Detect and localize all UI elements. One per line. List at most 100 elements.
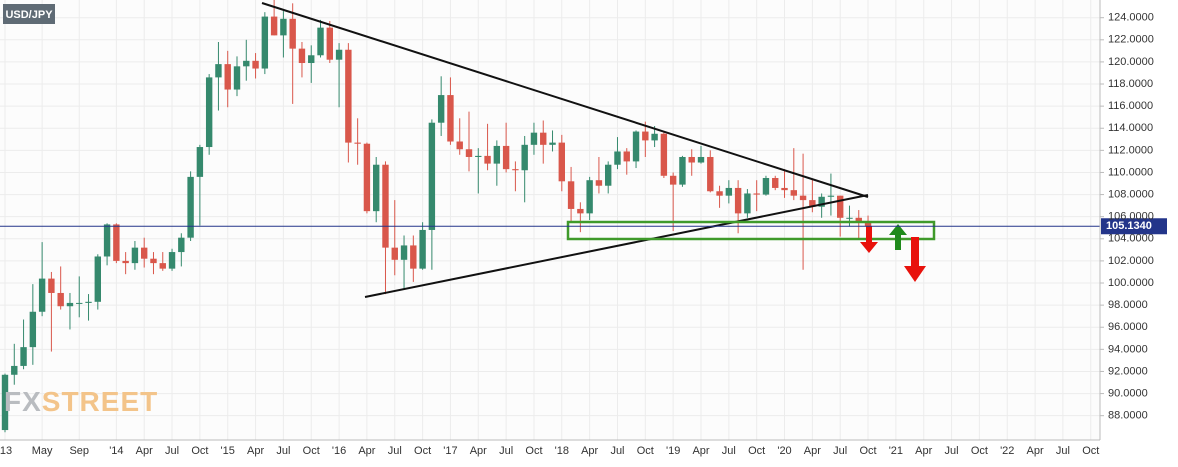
title-box [3,4,55,24]
x-tick-label: '20 [777,445,791,457]
chart-title: USD/JPY [5,9,53,21]
x-tick-label: Jul [499,445,513,457]
candle-body [707,156,714,192]
x-tick-label: Apr [1027,445,1044,457]
y-tick-label: 124.0000 [1108,12,1154,24]
candle-body [233,66,241,90]
candle-body [447,95,454,142]
candle-body [122,260,129,264]
candle-body [243,60,250,67]
candle-body [308,55,315,64]
candle-body [632,131,640,162]
x-tick-label: Apr [136,445,153,457]
x-tick-label: Oct [748,445,765,457]
candle-body [94,256,101,302]
watermark: FXSTREET [4,386,158,417]
candle-body [335,49,343,60]
candle-body [521,144,528,171]
x-tick-label: '15 [221,445,235,457]
candle-body [224,64,231,90]
candle-body [744,193,751,214]
y-tick-label: 108.0000 [1108,188,1154,200]
y-tick-label: 118.0000 [1108,78,1153,90]
candle-body [725,187,733,196]
candle-body [168,252,176,269]
candle-body [66,302,74,307]
candle-body [864,222,872,227]
candles [1,0,872,433]
y-tick-label: 100.0000 [1108,277,1154,289]
candle-body [753,193,760,195]
candle-body [391,247,398,260]
candle-body [799,195,807,201]
candle-body [567,181,575,209]
candle-body [363,143,371,212]
candle-body [141,247,148,259]
down-arrow [904,237,926,282]
candle-body [697,156,705,163]
price-layer: 105.1340 [0,218,1167,235]
candle-body [103,224,111,257]
x-tick-label: Jul [388,445,402,457]
x-tick-label: Apr [692,445,709,457]
x-tick-label: '21 [889,445,903,457]
x-tick-label: '22 [1000,445,1014,457]
candle-body [669,175,677,185]
candle-body [76,302,83,304]
candle-body [540,132,547,145]
candle-body [150,258,157,264]
candle-body [280,18,287,36]
candle-body [131,247,139,264]
grid-layer [0,0,1100,440]
y-tick-label: 114.0000 [1108,122,1153,134]
candle-body [159,263,166,269]
x-tick-label: Jul [276,445,290,457]
trend-line [261,2,869,198]
watermark-part: STREET [42,386,158,417]
x-tick-label: Jul [1056,445,1070,457]
candle-body [400,245,408,260]
support-zone [566,220,936,241]
candle-body [187,176,194,238]
candle-body [456,141,463,150]
candle-body [688,156,695,163]
candle-body [382,164,389,248]
candle-body [326,27,333,60]
candle-body [595,180,603,186]
candle-body [484,155,491,164]
candle-body [558,142,565,182]
x-tick-label: Apr [804,445,821,457]
candle-body [410,245,417,269]
y-tick-label: 92.0000 [1108,365,1148,377]
candle-body [837,195,844,218]
y-tick-label: 120.0000 [1108,56,1154,68]
candle-body [762,177,770,195]
candle-body [790,190,797,196]
trend-line [364,194,869,298]
candle-body [48,278,55,293]
x-tick-label: Oct [303,445,320,457]
candle-body [772,177,779,188]
x-tick-label: Jul [165,445,179,457]
candle-body [317,27,324,56]
candle-body [85,301,92,303]
candle-body [493,145,501,164]
down-arrow [860,226,878,253]
candle-body [512,169,519,171]
x-tick-label: Jul [610,445,624,457]
x-tick-label: Apr [247,445,264,457]
last-price-label: 105.1340 [1106,220,1152,232]
y-tick-label: 104.0000 [1108,233,1154,245]
candle-body [20,347,27,366]
candle-body [716,191,723,196]
y-tick-label: 94.0000 [1108,343,1148,355]
x-tick-label: Oct [859,445,876,457]
candle-body [465,149,473,157]
candle-body [679,156,686,185]
y-tick-label: 106.0000 [1108,211,1154,223]
candle-body [29,311,37,348]
candle-body [57,292,64,307]
y-tick-label: 112.0000 [1108,144,1153,156]
x-tick-label: Apr [581,445,598,457]
